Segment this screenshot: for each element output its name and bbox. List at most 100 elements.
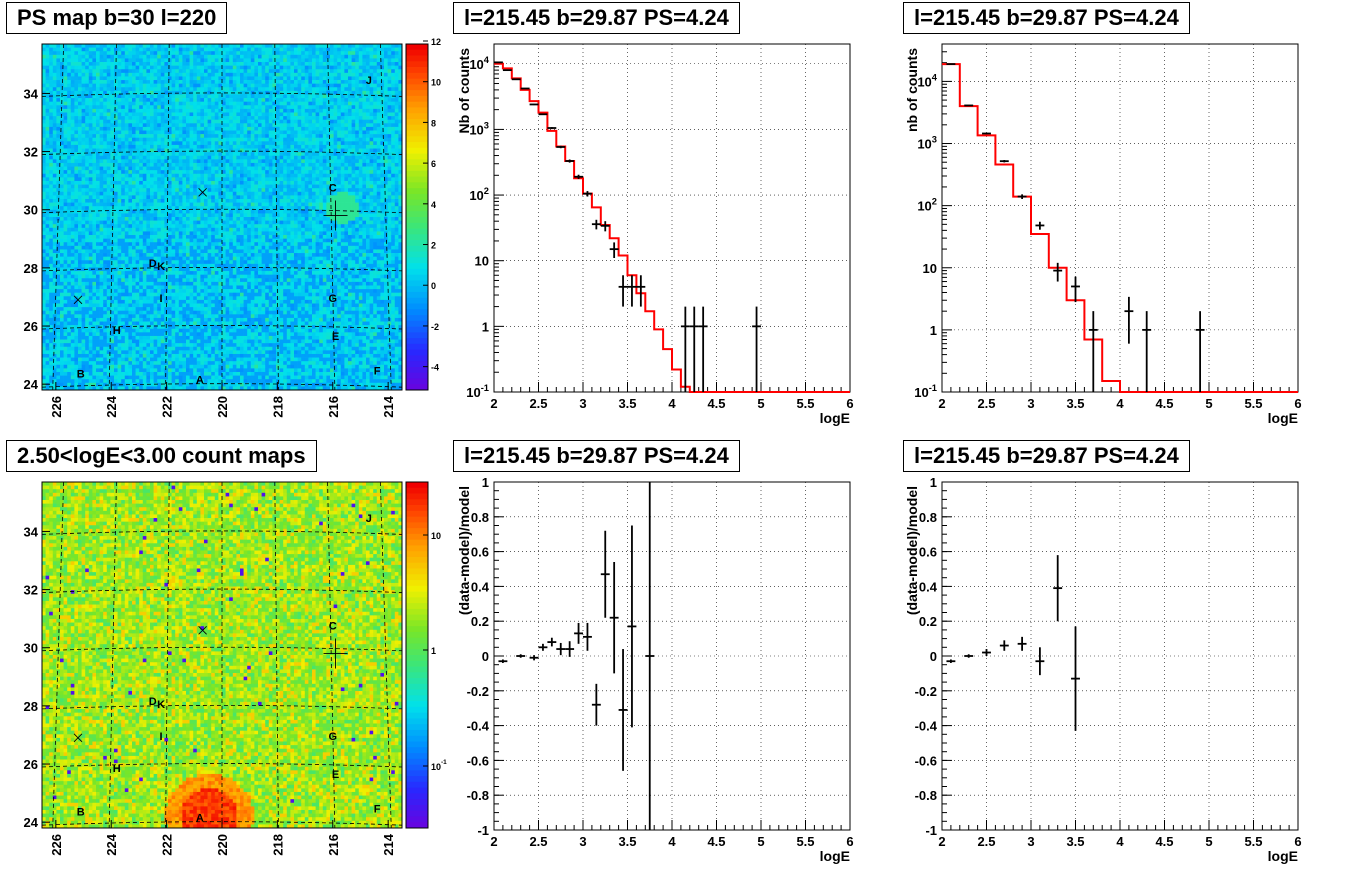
- map-x-tick-label: 218: [270, 834, 285, 856]
- data-point: [1017, 636, 1027, 651]
- source-label-I: I: [160, 293, 163, 305]
- colorbar-tick-label: 10: [431, 78, 441, 88]
- source-label-B: B: [77, 369, 85, 381]
- map-x-tick-label: 220: [215, 396, 230, 418]
- residual1-title: l=215.45 b=29.87 PS=4.24: [453, 440, 740, 472]
- map-y-tick-label: 30: [24, 203, 38, 218]
- x-tick-label: 2: [938, 834, 945, 849]
- data-point: [627, 275, 637, 307]
- data-point: [498, 659, 508, 663]
- data-point: [680, 306, 690, 392]
- data-points: [494, 61, 761, 392]
- sky-map-1: 226 224 222 220 218 216 214 24 26 28 30 32 34 A B C D E F G…: [24, 481, 447, 856]
- y-tick-label: -0.4: [915, 719, 938, 734]
- y-tick-label: 1: [482, 319, 489, 334]
- data-point: [609, 562, 619, 674]
- data-point: [529, 655, 539, 661]
- colorbar-tick-label: 6: [431, 159, 436, 169]
- x-tick-label: 2: [490, 834, 497, 849]
- colorbar-tick-label: -2: [431, 322, 439, 332]
- source-label-J: J: [366, 75, 372, 87]
- x-tick-label: 6: [846, 834, 853, 849]
- data-point: [636, 275, 646, 307]
- y-axis-label: nb of counts: [904, 48, 920, 132]
- colorbar-tick-label: 10: [431, 531, 441, 541]
- y-tick-label: -0.8: [467, 788, 489, 803]
- x-tick-label: 5: [757, 834, 764, 849]
- sky-map-0: 226 224 222 220 218 216 214242628303234ABCDEFG…: [24, 37, 441, 418]
- x-axis-label: logE: [820, 410, 850, 426]
- map-x-tick-label: 218: [270, 396, 285, 418]
- x-tick-label: 4: [1116, 834, 1124, 849]
- x-tick-label: 3: [579, 834, 586, 849]
- x-tick-label: 4.5: [1155, 396, 1173, 411]
- y-axis-label: Nb of counts: [456, 48, 472, 134]
- colorbar-tick-label: 0: [431, 281, 436, 291]
- data-point: [999, 159, 1009, 163]
- y-tick-label: 0.2: [919, 614, 937, 629]
- y-tick-label: 102: [469, 186, 489, 203]
- source-label-A: A: [196, 374, 204, 386]
- data-point: [1142, 311, 1152, 392]
- x-tick-label: 4.5: [707, 396, 725, 411]
- x-tick-label: 3: [1027, 834, 1034, 849]
- source-label-I: I: [160, 731, 163, 743]
- source-label-F: F: [374, 366, 381, 378]
- source-label-J: J: [366, 513, 372, 525]
- y-tick-label: 10: [475, 254, 489, 269]
- y-tick-label: -1: [477, 823, 489, 838]
- y-tick-label: 104: [469, 55, 489, 72]
- x-axis-label: logE: [820, 848, 850, 864]
- y-tick-label: 0.4: [471, 579, 490, 594]
- y-tick-label: 1: [930, 475, 937, 490]
- data-point: [618, 649, 628, 771]
- map-x-tick-label: 222: [160, 834, 175, 856]
- data-point: [529, 103, 539, 106]
- source-label-H: H: [113, 325, 121, 337]
- x-tick-label: 2.5: [977, 834, 995, 849]
- source-label-G: G: [328, 731, 337, 743]
- data-point: [565, 641, 575, 657]
- map1-title: PS map b=30 l=220: [6, 2, 228, 34]
- source-label-E: E: [332, 769, 339, 781]
- map-markers: [73, 625, 348, 743]
- map-x-tick-label: 224: [104, 833, 119, 855]
- data-point: [609, 242, 619, 258]
- colorbar-tick-label: 12: [431, 37, 441, 47]
- spectrum2-title: l=215.45 b=29.87 PS=4.24: [903, 2, 1190, 34]
- y-tick-label: 10: [923, 261, 937, 276]
- x-tick-label: 5: [757, 396, 764, 411]
- map-x-tick-label: 216: [326, 834, 341, 856]
- data-point: [1088, 311, 1098, 392]
- data-point: [547, 127, 557, 129]
- data-point: [964, 104, 974, 107]
- data-point: [600, 530, 610, 618]
- x-tick-label: 5.5: [1244, 834, 1262, 849]
- colorbar-tick-label: 1: [431, 646, 436, 656]
- data-point: [1017, 194, 1027, 199]
- map-y-tick-label: 28: [24, 261, 38, 276]
- y-tick-label: 0: [930, 649, 937, 664]
- map-x-tick-label: 214: [381, 395, 396, 417]
- map-y-tick-label: 32: [24, 583, 38, 598]
- map-y-tick-label: 34: [24, 86, 39, 101]
- y-tick-label: 0.8: [919, 510, 937, 525]
- map-grid: [41, 43, 403, 391]
- x-tick-label: 2: [490, 396, 497, 411]
- colorbar-tick-label: 2: [431, 241, 436, 251]
- colorbar-frame: [405, 43, 429, 391]
- source-label-C: C: [329, 620, 337, 632]
- plot-5: 2 2.5 3 3.5 4 4.5 5 5.5 6 -1 -0.8 -0.6 -0.4 -0.2 0 0.2 0…: [904, 475, 1302, 864]
- x-tick-label: 4.5: [707, 834, 725, 849]
- y-tick-label: 10-1: [466, 383, 489, 400]
- data-point: [547, 637, 557, 647]
- y-tick-label: 1: [930, 323, 937, 338]
- y-axis-label: (data-model)/model: [904, 486, 920, 615]
- x-tick-label: 5: [1205, 396, 1212, 411]
- colorbar: 12 10 8 6 4 2 0 -2 -4: [405, 37, 441, 391]
- data-points: [946, 555, 1080, 731]
- x-tick-label: 6: [846, 396, 853, 411]
- colorbar-tick-label: 4: [431, 200, 436, 210]
- x-tick-label: 2.5: [529, 396, 547, 411]
- x-tick-label: 4: [668, 834, 676, 849]
